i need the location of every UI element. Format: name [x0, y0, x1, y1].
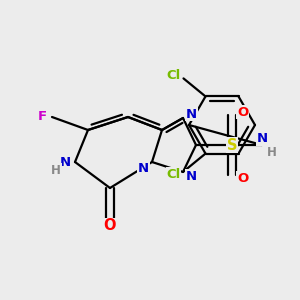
Text: N: N — [138, 161, 149, 175]
Text: H: H — [51, 164, 61, 176]
Text: N: N — [60, 155, 71, 169]
Text: F: F — [38, 110, 47, 124]
Text: N: N — [256, 133, 268, 146]
Text: N: N — [186, 169, 197, 182]
Text: O: O — [104, 218, 116, 233]
Text: S: S — [227, 137, 237, 152]
Text: O: O — [237, 172, 248, 184]
Text: H: H — [267, 146, 277, 158]
Text: Cl: Cl — [166, 69, 181, 82]
Text: O: O — [237, 106, 248, 118]
Text: N: N — [186, 107, 197, 121]
Text: Cl: Cl — [166, 168, 181, 181]
